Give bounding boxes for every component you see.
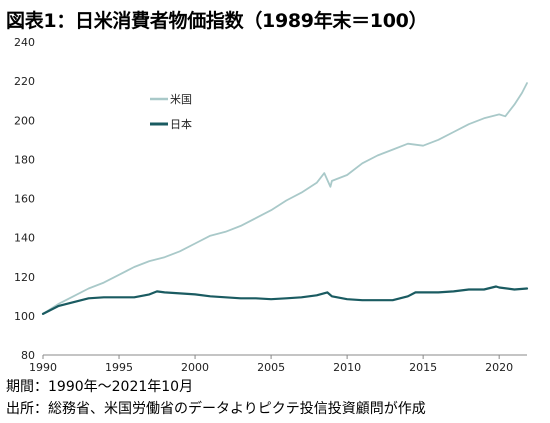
y-tick-label: 140 [14,232,35,245]
legend-label-1: 日本 [170,117,192,131]
x-tick-label: 2010 [333,361,361,374]
axes: 80 100 120 140 160 180 200 220 240 1990 1995 2000 20… [14,36,527,374]
y-tick-label: 120 [14,271,35,284]
chart-title: 図表1：日米消費者物価指数（1989年末＝100） [6,10,428,32]
y-tick-label: 240 [14,36,35,49]
y-tick-label: 80 [21,349,35,362]
x-tick-label: 2020 [485,361,513,374]
y-tick-label: 100 [14,310,35,323]
series-group [41,82,529,315]
y-tick-label: 160 [14,193,35,206]
footnote-period: 期間：1990年～2021年10月 [6,379,194,395]
legend-label-0: 米国 [170,93,192,106]
series-line-1 [41,285,529,315]
series-line-0 [42,82,528,315]
x-tick-label: 2015 [409,361,437,374]
x-tick-label: 1990 [29,361,57,374]
y-tick-label: 200 [14,114,35,127]
x-tick-label: 1995 [105,361,133,374]
x-tick-label: 2000 [181,361,209,374]
y-tick-label: 180 [14,153,35,166]
y-tick-label: 220 [14,75,35,88]
x-tick-label: 2005 [257,361,285,374]
footnote-source: 出所：総務省、米国労働省のデータよりピクテ投信投資顧問が作成 [6,401,426,417]
